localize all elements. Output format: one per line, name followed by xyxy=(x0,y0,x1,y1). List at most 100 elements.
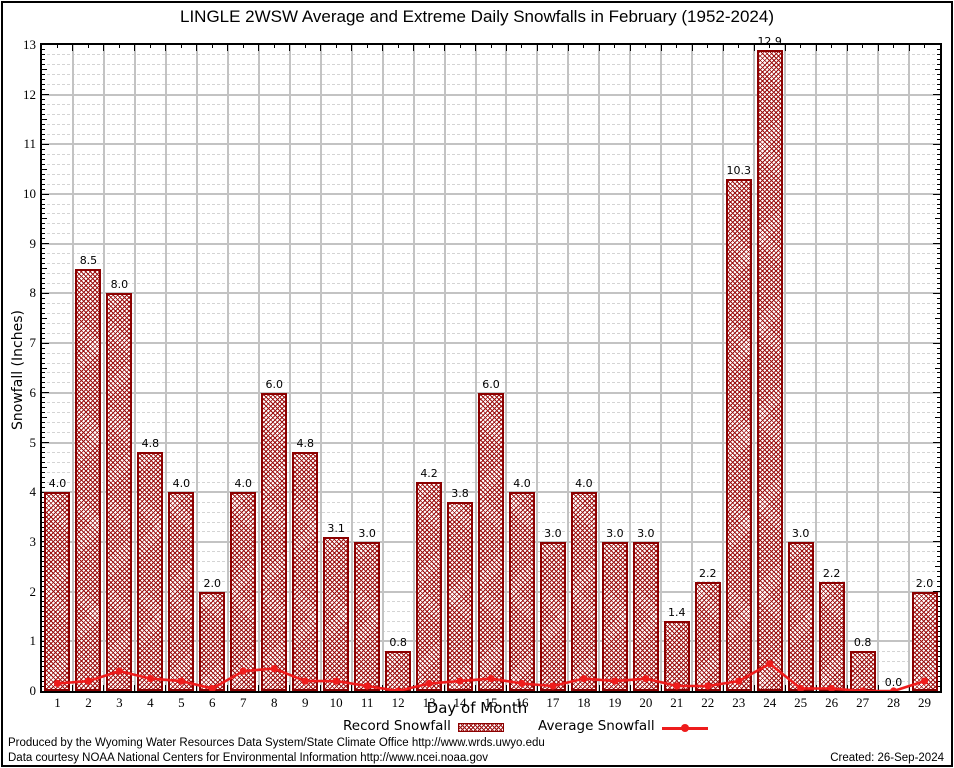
minor-gridline xyxy=(42,153,940,155)
y-axis-tick xyxy=(42,337,45,339)
x-axis-tick xyxy=(351,685,353,691)
y-axis-tick xyxy=(42,551,45,553)
y-axis-tick xyxy=(937,501,940,503)
x-axis-tick xyxy=(598,45,600,51)
y-axis-tick xyxy=(42,447,45,448)
bar-day-26 xyxy=(818,581,845,691)
x-axis-tick xyxy=(691,45,693,51)
x-axis-tick xyxy=(475,45,477,51)
x-tick-label: 28 xyxy=(887,695,901,710)
bar-value-label: 0.0 xyxy=(884,676,903,689)
y-axis-tick xyxy=(937,258,940,260)
y-axis-tick xyxy=(42,193,49,195)
major-gridline xyxy=(42,93,940,96)
average-point-day-8 xyxy=(270,665,278,673)
day-boundary-gridline xyxy=(102,45,105,691)
x-tick-label: 6 xyxy=(209,695,216,710)
x-axis-tick xyxy=(382,45,384,51)
minor-gridline xyxy=(42,183,940,185)
x-tick-label: 15 xyxy=(484,695,498,710)
x-axis-tick xyxy=(722,45,724,51)
y-axis-tick xyxy=(42,670,45,672)
y-axis-tick xyxy=(937,104,940,106)
bar-day-23 xyxy=(725,179,752,691)
y-axis-tick xyxy=(933,143,940,145)
y-axis-tick xyxy=(937,213,940,215)
y-tick-label: 4 xyxy=(29,484,37,500)
y-axis-tick xyxy=(937,302,940,304)
x-axis-tick xyxy=(877,45,879,51)
y-axis-tick xyxy=(42,412,45,414)
x-axis-tick xyxy=(784,45,786,51)
average-point-day-24 xyxy=(766,660,774,668)
day-boundary-gridline xyxy=(815,45,818,691)
y-tick-label: 12 xyxy=(23,86,36,102)
y-axis-tick xyxy=(42,362,45,364)
y-axis-tick xyxy=(937,412,940,414)
y-axis-tick xyxy=(937,327,940,329)
y-axis-tick xyxy=(42,183,45,185)
y-axis-tick xyxy=(937,124,940,125)
x-tick-label: 25 xyxy=(794,695,808,710)
y-axis-tick xyxy=(42,432,45,434)
y-axis-tick xyxy=(42,596,45,598)
x-axis-tick xyxy=(103,685,105,691)
major-gridline xyxy=(42,342,940,345)
x-axis-tick xyxy=(196,45,198,51)
y-axis-tick xyxy=(42,660,45,662)
y-axis-tick xyxy=(42,437,45,439)
bar-value-label: 2.2 xyxy=(822,566,841,580)
y-axis-tick xyxy=(42,59,45,61)
y-axis-tick xyxy=(937,536,940,538)
y-axis-tick xyxy=(933,541,940,543)
y-axis-tick xyxy=(42,99,45,101)
minor-gridline xyxy=(42,114,940,116)
x-axis-tick xyxy=(134,685,136,691)
x-tick-label: 5 xyxy=(178,695,185,710)
x-axis-tick xyxy=(72,45,74,51)
day-boundary-gridline xyxy=(536,45,539,691)
bar-day-20 xyxy=(632,541,659,691)
x-axis-tick xyxy=(660,45,662,51)
x-tick-label: 3 xyxy=(116,695,123,710)
average-point-day-28 xyxy=(890,687,898,691)
y-axis-tick xyxy=(42,148,45,150)
y-axis-tick xyxy=(937,74,940,76)
x-axis-tick xyxy=(691,685,693,691)
x-axis-tick xyxy=(536,45,538,51)
x-axis-minor-tick xyxy=(56,45,58,48)
y-axis-tick xyxy=(937,158,940,160)
x-axis-minor-tick xyxy=(521,45,523,48)
y-axis-tick xyxy=(937,223,940,225)
x-tick-label: 13 xyxy=(422,695,436,710)
minor-gridline xyxy=(42,372,940,374)
bar-day-19 xyxy=(601,541,628,691)
y-axis-tick xyxy=(933,243,940,245)
y-axis-tick xyxy=(935,268,940,270)
x-tick-label: 14 xyxy=(453,695,467,710)
average-point-day-22 xyxy=(704,682,712,690)
y-axis-tick xyxy=(937,660,940,662)
legend-record-label: Record Snowfall xyxy=(343,718,451,734)
y-axis-tick xyxy=(42,128,45,130)
major-gridline xyxy=(42,242,940,245)
day-boundary-gridline xyxy=(660,45,663,691)
bar-day-11 xyxy=(354,541,381,691)
y-axis-tick xyxy=(937,581,940,583)
y-axis-tick xyxy=(937,322,940,324)
y-tick-label: 7 xyxy=(29,335,37,351)
y-axis-tick xyxy=(42,119,47,121)
y-axis-tick xyxy=(937,546,940,548)
day-boundary-gridline xyxy=(598,45,601,691)
y-axis-tick xyxy=(937,576,940,578)
y-axis-tick xyxy=(42,292,49,294)
y-axis-tick xyxy=(937,630,940,632)
y-axis-tick xyxy=(42,382,45,384)
y-axis-tick xyxy=(935,69,940,71)
average-point-day-27 xyxy=(859,687,867,691)
x-tick-label: 29 xyxy=(918,695,932,710)
y-axis-tick xyxy=(937,461,940,463)
day-boundary-gridline xyxy=(877,45,880,691)
average-snowfall-line xyxy=(53,660,929,691)
x-axis-tick xyxy=(846,685,848,691)
